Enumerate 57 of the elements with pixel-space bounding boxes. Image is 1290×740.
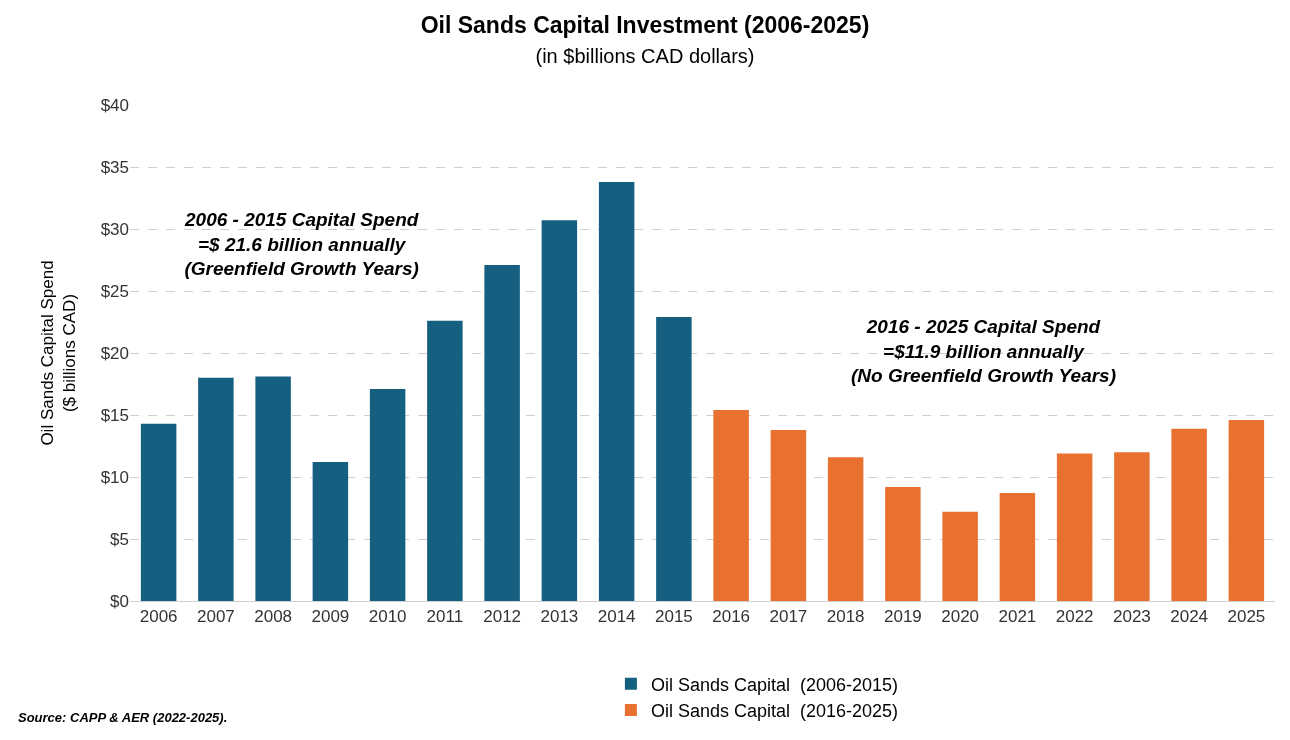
x-tick-label: 2012 bbox=[483, 607, 522, 627]
x-tick-label: 2017 bbox=[769, 607, 808, 627]
bar bbox=[312, 462, 349, 601]
chart-subtitle: (in $billions CAD dollars) bbox=[535, 45, 755, 68]
bar bbox=[999, 493, 1036, 601]
y-tick-label: $30 bbox=[100, 219, 129, 239]
x-tick-label: 2023 bbox=[1112, 607, 1151, 627]
bar bbox=[885, 486, 921, 601]
y-tick-label: $40 bbox=[100, 95, 129, 115]
bar bbox=[827, 457, 864, 601]
bar bbox=[942, 511, 978, 601]
x-tick-label: 2014 bbox=[597, 607, 636, 627]
y-tick-label: $35 bbox=[100, 157, 129, 177]
annotation: 2016 - 2025 Capital Spend =$11.9 billion annually (No Greenfield Growth Years) bbox=[851, 316, 1116, 387]
y-tick-label: $15 bbox=[100, 405, 129, 425]
bar bbox=[1228, 419, 1265, 601]
x-tick-label: 2016 bbox=[712, 607, 751, 627]
x-tick-label: 2010 bbox=[368, 607, 407, 627]
bar bbox=[1171, 428, 1207, 601]
annotation: 2006 - 2015 Capital Spend =$ 21.6 billion annually (Greenfield Growth Years) bbox=[184, 209, 419, 280]
source-note: Source: CAPP & AER (2022-2025). bbox=[18, 710, 228, 725]
y-tick-label: $20 bbox=[100, 343, 129, 363]
bar bbox=[255, 376, 291, 601]
chart-title: Oil Sands Capital Investment (2006-2025) bbox=[420, 12, 870, 39]
x-tick-label: 2013 bbox=[540, 607, 579, 627]
bar bbox=[541, 220, 578, 601]
bar bbox=[427, 320, 463, 601]
y-tick-label: $10 bbox=[100, 467, 129, 487]
bar bbox=[713, 410, 749, 601]
x-tick-label: 2009 bbox=[311, 607, 350, 627]
bar bbox=[1114, 452, 1150, 601]
legend-label: Oil Sands Capital (2016-2025) bbox=[650, 701, 899, 722]
x-tick-label: 2022 bbox=[1055, 607, 1094, 627]
x-tick-label: 2025 bbox=[1227, 607, 1266, 627]
x-tick-label: 2006 bbox=[139, 607, 178, 627]
bar bbox=[369, 388, 406, 601]
bar bbox=[1056, 453, 1093, 601]
bar bbox=[140, 423, 177, 601]
x-tick-label: 2008 bbox=[254, 607, 293, 627]
bar bbox=[484, 264, 520, 601]
y-tick-label: $25 bbox=[100, 281, 129, 301]
x-tick-label: 2007 bbox=[196, 607, 235, 627]
legend-label: Oil Sands Capital (2006-2015) bbox=[650, 674, 899, 695]
bar bbox=[198, 377, 234, 601]
x-tick-label: 2019 bbox=[883, 607, 922, 627]
x-tick-label: 2018 bbox=[826, 607, 865, 627]
y-tick-label: $0 bbox=[110, 591, 129, 611]
x-tick-label: 2020 bbox=[941, 607, 980, 627]
bar bbox=[770, 429, 807, 601]
bar bbox=[656, 317, 692, 601]
x-tick-label: 2011 bbox=[426, 607, 464, 627]
y-axis-title: Oil Sands Capital Spend ($ billions CAD) bbox=[38, 260, 80, 446]
x-tick-label: 2015 bbox=[654, 607, 693, 627]
y-tick-label: $5 bbox=[110, 529, 129, 549]
bar bbox=[598, 181, 635, 601]
x-tick-label: 2021 bbox=[998, 607, 1037, 627]
x-tick-label: 2024 bbox=[1170, 607, 1209, 627]
